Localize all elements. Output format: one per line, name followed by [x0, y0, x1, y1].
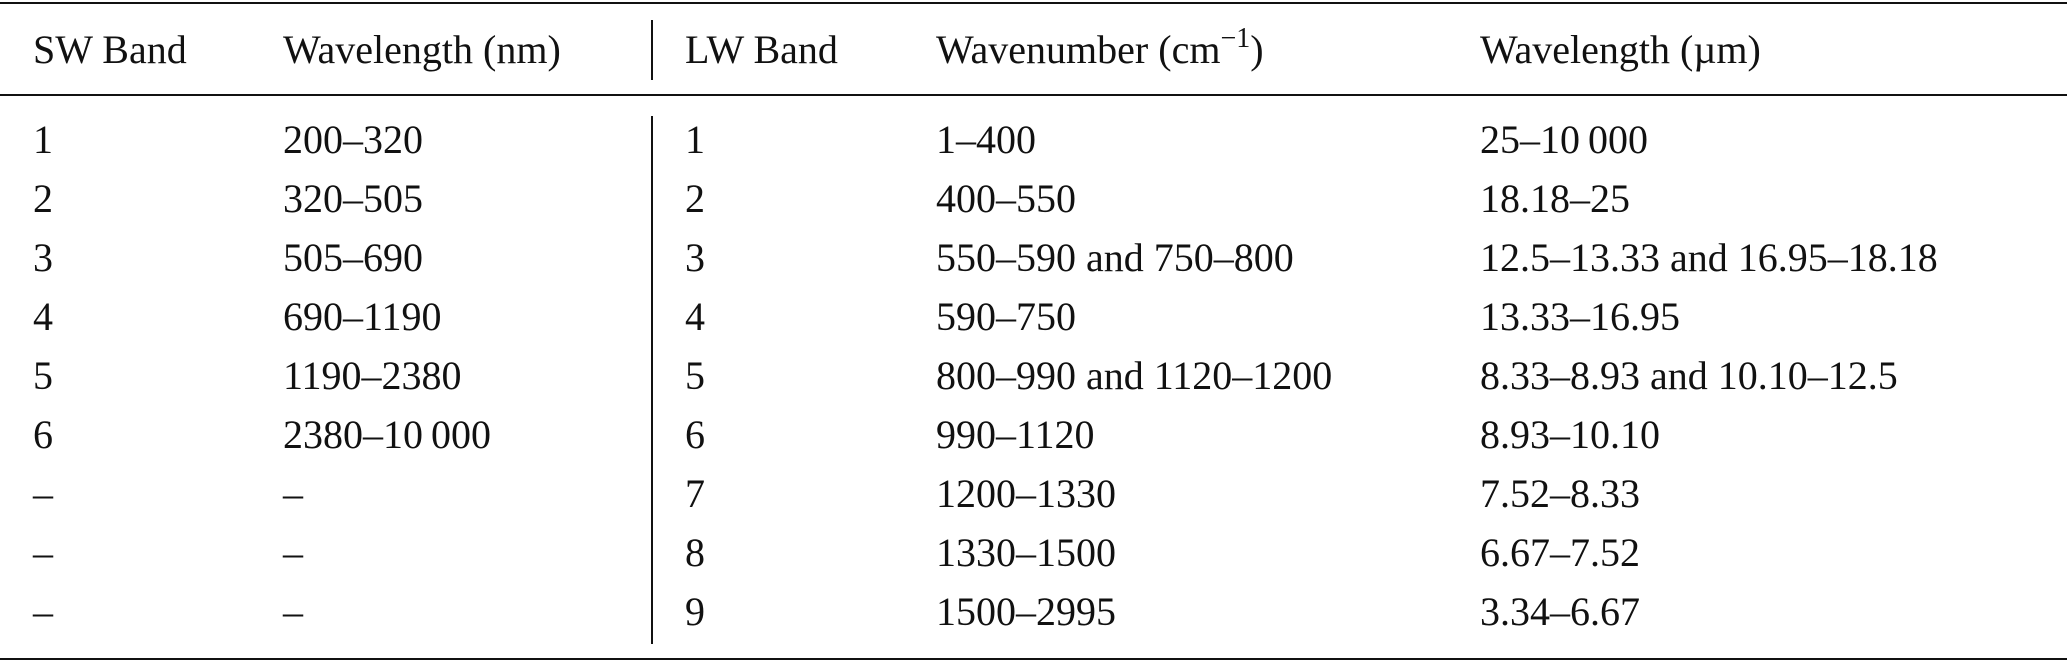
table-cell: 7 [685, 471, 705, 516]
table-cell: 4 [685, 294, 705, 339]
table-cell: 3 [33, 235, 53, 280]
table-cell: 800–990 and 1120–1200 [936, 353, 1333, 398]
column-divider [651, 20, 653, 80]
top-rule [0, 2, 2067, 4]
header-superscript: −1 [1220, 23, 1251, 54]
table-cell: 1500–2995 [936, 589, 1116, 634]
table-cell: 7.52–8.33 [1480, 471, 1640, 516]
table-cell: 6.67–7.52 [1480, 530, 1640, 575]
table-cell: – [283, 471, 303, 516]
table-cell: 8.33–8.93 and 10.10–12.5 [1480, 353, 1898, 398]
table-cell: 9 [685, 589, 705, 634]
column-divider [651, 116, 653, 644]
table-cell: 5 [685, 353, 705, 398]
header-cell: Wavenumber (cm−1) [936, 25, 1264, 72]
table-cell: 1 [33, 117, 53, 162]
table-cell: 5 [33, 353, 53, 398]
table-cell: 1 [685, 117, 705, 162]
table-cell: – [283, 589, 303, 634]
header-cell: Wavelength (µm) [1480, 27, 1761, 72]
table-cell: 8.93–10.10 [1480, 412, 1660, 457]
table-cell: 3 [685, 235, 705, 280]
table-cell: – [33, 589, 53, 634]
table-cell: – [33, 471, 53, 516]
table-cell: 2 [685, 176, 705, 221]
table-cell: 1330–1500 [936, 530, 1116, 575]
table-cell: 990–1120 [936, 412, 1095, 457]
table-cell: 200–320 [283, 117, 423, 162]
table-cell: 13.33–16.95 [1480, 294, 1680, 339]
table-cell: – [33, 530, 53, 575]
header-cell: LW Band [685, 27, 838, 72]
table-cell: 590–750 [936, 294, 1076, 339]
table-cell: 3.34–6.67 [1480, 589, 1640, 634]
table-cell: 18.18–25 [1480, 176, 1630, 221]
table-cell: 25–10 000 [1480, 117, 1649, 162]
table-cell: 1–400 [936, 117, 1036, 162]
table-cell: 400–550 [936, 176, 1076, 221]
table-cell: 550–590 and 750–800 [936, 235, 1294, 280]
header-text: ) [1250, 27, 1264, 72]
table-cell: 2 [33, 176, 53, 221]
bottom-rule [0, 658, 2067, 660]
table-cell: 6 [33, 412, 53, 457]
table-cell: 1200–1330 [936, 471, 1116, 516]
header-cell: Wavelength (nm) [283, 27, 561, 72]
table-cell: – [283, 530, 303, 575]
table-cell: 320–505 [283, 176, 423, 221]
header-cell: SW Band [33, 27, 187, 72]
table-cell: 1190–2380 [283, 353, 462, 398]
header-text: Wavenumber (cm [936, 27, 1221, 72]
header-rule [0, 94, 2067, 96]
table-cell: 505–690 [283, 235, 423, 280]
table-cell: 6 [685, 412, 705, 457]
table-cell: 4 [33, 294, 53, 339]
table-cell: 2380–10 000 [283, 412, 492, 457]
table-cell: 12.5–13.33 and 16.95–18.18 [1480, 235, 1938, 280]
table-cell: 8 [685, 530, 705, 575]
table-cell: 690–1190 [283, 294, 442, 339]
